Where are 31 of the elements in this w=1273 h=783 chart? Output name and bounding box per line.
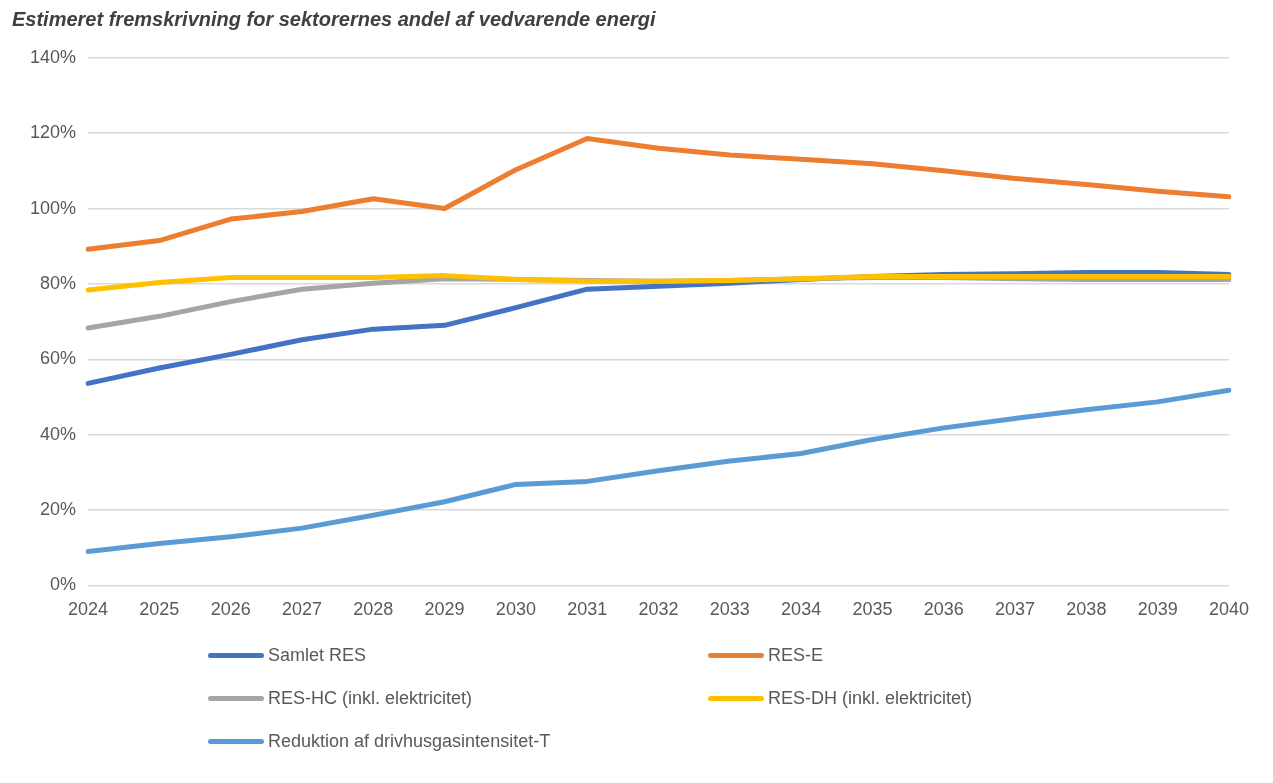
x-tick-label: 2038	[1066, 599, 1107, 620]
x-tick-label: 2034	[781, 599, 822, 620]
x-tick-label: 2030	[495, 599, 536, 620]
x-tick-label: 2036	[923, 599, 964, 620]
x-tick-label: 2028	[353, 599, 394, 620]
legend-label: RES-HC (inkl. elektricitet)	[268, 688, 473, 709]
chart-title: Estimeret fremskrivning for sektorernes andel af vedvarende energi	[12, 8, 657, 31]
y-tick-label: 0%	[50, 574, 77, 595]
x-tick-label: 2037	[995, 599, 1036, 620]
legend-label: RES-DH (inkl. elektricitet)	[768, 688, 973, 709]
x-tick-label: 2029	[424, 599, 465, 620]
legend-label: RES-E	[768, 645, 824, 666]
y-tick-label: 100%	[29, 197, 77, 218]
x-tick-label: 2035	[852, 599, 893, 620]
x-tick-label: 2033	[709, 599, 750, 620]
legend-label: Reduktion af drivhusgasintensitet-T	[268, 731, 551, 752]
x-tick-label: 2031	[567, 599, 608, 620]
x-tick-label: 2026	[210, 599, 251, 620]
y-tick-label: 140%	[29, 46, 77, 67]
y-tick-label: 60%	[40, 348, 77, 369]
legend-label: Samlet RES	[268, 645, 367, 666]
y-tick-label: 20%	[40, 499, 77, 519]
x-tick-label: 2039	[1137, 599, 1178, 620]
x-tick-label: 2027	[281, 599, 322, 620]
y-tick-label: 80%	[40, 272, 77, 293]
x-tick-label: 2040	[1208, 599, 1249, 620]
x-tick-label: 2025	[139, 599, 180, 620]
y-tick-label: 120%	[29, 122, 77, 143]
y-tick-label: 40%	[40, 423, 77, 444]
x-tick-label: 2032	[638, 599, 679, 620]
x-tick-label: 2024	[68, 599, 109, 620]
